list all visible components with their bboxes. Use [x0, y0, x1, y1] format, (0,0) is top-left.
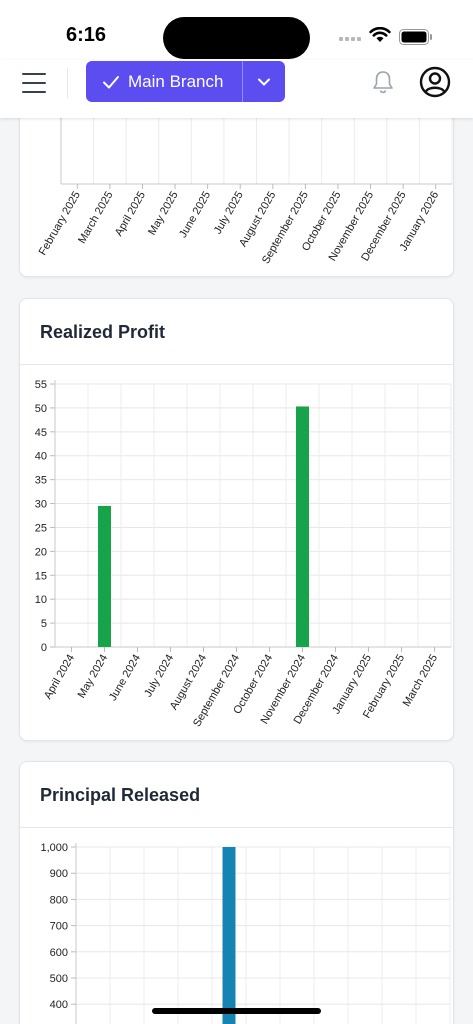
branch-button-divider	[242, 61, 243, 102]
x-tick-label: June 2024	[107, 653, 143, 704]
x-tick-label: April 2024	[42, 653, 77, 702]
card-header: Realized Profit	[20, 299, 453, 365]
check-icon	[103, 76, 119, 89]
y-tick-label: 600	[50, 947, 68, 959]
card-title: Principal Released	[40, 785, 201, 805]
battery-icon	[399, 29, 432, 45]
y-tick-label: 10	[35, 594, 47, 606]
header-divider	[67, 68, 68, 98]
y-tick-label: 15	[35, 570, 47, 582]
chart-card-principal-released: Principal Released 400 500 600 700 800 900 1,0…	[19, 761, 454, 1024]
y-tick-label: 50	[35, 403, 47, 415]
x-tick-label: March 2025	[76, 190, 115, 246]
dynamic-island	[163, 17, 310, 59]
cellular-signal-icon	[339, 37, 361, 41]
y-tick-label: 30	[35, 499, 47, 511]
x-tick-label: July 2024	[142, 653, 176, 700]
x-tick-label: May 2024	[76, 653, 111, 701]
status-time: 6:16	[66, 24, 107, 46]
y-tick-label: 500	[50, 973, 68, 985]
y-tick-label: 5	[41, 618, 47, 630]
y-tick-label: 40	[35, 451, 47, 463]
y-tick-label: 900	[50, 868, 68, 880]
card-header: Principal Released	[20, 762, 453, 828]
home-indicator	[152, 1008, 321, 1014]
wifi-icon	[369, 27, 391, 42]
y-tick-label: 400	[50, 999, 68, 1011]
x-tick-label: June 2025	[177, 190, 213, 241]
chart-card-realized-profit: Realized Profit 0 5 10 15 20 25 30 35 40 45 50 55 Ap…	[19, 298, 454, 741]
y-tick-label: 55	[35, 379, 47, 391]
y-tick-label: 700	[50, 921, 68, 933]
hamburger-menu-icon[interactable]	[18, 70, 50, 96]
bar-principal	[222, 847, 236, 1024]
y-tick-label: 1,000	[40, 842, 68, 854]
bar-may-2024	[98, 505, 111, 647]
y-tick-label: 800	[50, 894, 68, 906]
branch-selector-button[interactable]: Main Branch	[86, 61, 285, 102]
y-tick-label: 0	[41, 642, 47, 654]
x-tick-label: July 2025	[212, 189, 246, 236]
status-bar: 6:16	[0, 0, 473, 60]
branch-label: Main Branch	[128, 72, 224, 91]
y-tick-label: 20	[35, 546, 47, 558]
user-profile-icon[interactable]	[419, 66, 451, 98]
chevron-down-icon[interactable]	[257, 75, 271, 89]
y-tick-label: 35	[35, 475, 47, 487]
card-title: Realized Profit	[40, 322, 166, 342]
x-tick-label: April 2025	[113, 190, 148, 239]
chart-principal-released: 400 500 600 700 800 900 1,000	[40, 842, 451, 1024]
app-header: Main Branch	[0, 60, 473, 118]
y-tick-label: 45	[35, 427, 47, 439]
bar-november-2024	[296, 406, 309, 647]
notification-bell-icon[interactable]	[371, 69, 395, 95]
x-tick-label: May 2025	[146, 190, 181, 238]
y-tick-label: 25	[35, 522, 47, 534]
x-tick-label: February 2025	[37, 190, 83, 258]
x-tick-label: March 2025	[401, 653, 440, 709]
